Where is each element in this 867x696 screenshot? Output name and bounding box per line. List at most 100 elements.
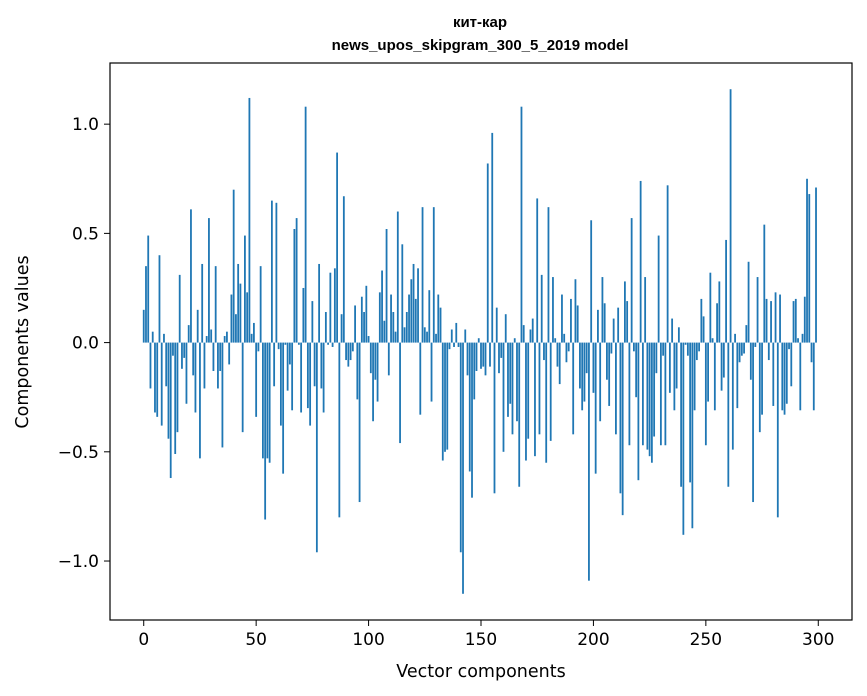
bar (178, 274, 181, 343)
bar (250, 333, 253, 343)
bar (147, 235, 150, 343)
bar (201, 263, 204, 343)
bar (372, 342, 374, 422)
bar (315, 342, 318, 553)
bar (448, 342, 451, 350)
bar (621, 342, 624, 516)
bar (783, 342, 786, 415)
bar (437, 294, 440, 343)
bar (360, 296, 363, 343)
bar (684, 342, 687, 345)
bar (255, 342, 258, 417)
bar (561, 294, 563, 343)
bar (149, 342, 152, 389)
bar (246, 292, 249, 343)
bar (792, 301, 795, 343)
bar (585, 342, 588, 374)
bar (329, 272, 332, 343)
bar (752, 342, 754, 503)
bar (486, 163, 489, 343)
bar (644, 277, 647, 343)
bar (612, 318, 615, 343)
bar (545, 342, 548, 463)
bar (745, 325, 748, 343)
bar (655, 342, 658, 374)
bar (689, 342, 692, 483)
bar (217, 342, 219, 389)
bar (635, 342, 638, 398)
bar (758, 342, 761, 433)
bar (686, 342, 689, 356)
bar (776, 342, 779, 518)
bar (711, 338, 714, 343)
bar (291, 342, 294, 411)
bar (668, 342, 671, 393)
bar (374, 342, 377, 380)
bar (439, 307, 442, 343)
bar (722, 342, 725, 378)
x-tick-label: 100 (352, 630, 384, 650)
bar (570, 298, 572, 343)
bar (338, 342, 341, 518)
bar (297, 342, 300, 345)
y-tick-label: 0.5 (72, 224, 99, 244)
bar (617, 307, 620, 343)
bar (812, 342, 815, 411)
y-axis-label: Components values (13, 255, 33, 428)
bar (641, 342, 644, 446)
bar (475, 342, 478, 371)
bar (534, 342, 536, 457)
bar (601, 277, 604, 343)
bar (241, 342, 244, 433)
bar (408, 294, 410, 343)
bar (286, 342, 289, 391)
bar (457, 342, 460, 347)
chart-title: кит-кар (453, 14, 507, 31)
bar (808, 194, 811, 343)
bar (536, 198, 539, 343)
bar (351, 342, 354, 352)
bar (293, 229, 296, 343)
bar (214, 266, 217, 343)
bar (502, 342, 505, 452)
bar (444, 342, 446, 452)
plot-frame (109, 62, 853, 621)
bar (698, 342, 700, 352)
bar (172, 342, 174, 356)
bar (221, 342, 224, 448)
bar (414, 298, 417, 343)
bar (248, 97, 251, 343)
bar (713, 342, 716, 411)
bar (583, 342, 586, 402)
bar (342, 196, 345, 343)
bar (606, 342, 608, 380)
bar (767, 342, 770, 361)
bar (756, 277, 759, 343)
x-axis-label: Vector components (396, 662, 565, 682)
bar (797, 338, 799, 343)
bar (693, 342, 696, 411)
bar (720, 342, 723, 391)
bar (165, 342, 168, 387)
bar (747, 261, 750, 343)
bar (262, 342, 264, 459)
bar (419, 342, 422, 415)
bar (390, 294, 392, 343)
bar (473, 342, 476, 400)
bar (650, 342, 653, 463)
bar (387, 342, 390, 376)
bar (772, 342, 775, 406)
bar (727, 342, 730, 487)
bar (455, 322, 458, 343)
bar (770, 301, 772, 343)
bar (572, 342, 575, 435)
bar (695, 342, 698, 361)
bar (691, 342, 694, 529)
bar (176, 342, 179, 433)
bar (477, 338, 480, 343)
bar (763, 224, 766, 343)
bar (174, 342, 177, 454)
bar (322, 342, 325, 413)
bar (154, 342, 156, 413)
x-tick-label: 250 (690, 630, 722, 650)
